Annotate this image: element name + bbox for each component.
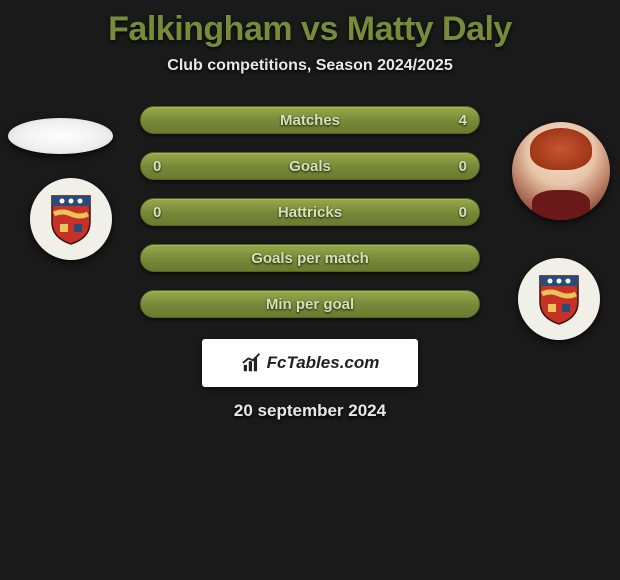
stat-bar-min-per-goal: Min per goal — [140, 290, 480, 318]
stat-bar-matches: Matches 4 — [140, 106, 480, 134]
stat-bar-goals-per-match: Goals per match — [140, 244, 480, 272]
stat-label: Min per goal — [266, 296, 354, 313]
chart-icon — [241, 352, 263, 374]
stat-bar-goals: 0 Goals 0 — [140, 152, 480, 180]
stat-right-value: 4 — [459, 112, 467, 129]
subtitle: Club competitions, Season 2024/2025 — [0, 57, 620, 75]
stat-label: Matches — [280, 112, 340, 129]
stat-right-value: 0 — [459, 204, 467, 221]
stat-bar-hattricks: 0 Hattricks 0 — [140, 198, 480, 226]
stat-row: Min per goal — [0, 281, 620, 327]
stat-label: Hattricks — [278, 204, 342, 221]
stat-row: 0 Goals 0 — [0, 143, 620, 189]
stat-left-value: 0 — [153, 158, 161, 175]
page-title: Falkingham vs Matty Daly — [0, 0, 620, 49]
stat-left-value: 0 — [153, 204, 161, 221]
brand-box: FcTables.com — [202, 339, 418, 387]
stats-bars: Matches 4 0 Goals 0 0 Hattricks 0 Goals … — [0, 97, 620, 327]
brand-label: FcTables.com — [267, 353, 380, 373]
stat-row: Goals per match — [0, 235, 620, 281]
stat-row: Matches 4 — [0, 97, 620, 143]
stat-right-value: 0 — [459, 158, 467, 175]
stat-label: Goals — [289, 158, 331, 175]
stat-row: 0 Hattricks 0 — [0, 189, 620, 235]
stat-label: Goals per match — [251, 250, 369, 267]
date-label: 20 september 2024 — [0, 401, 620, 421]
